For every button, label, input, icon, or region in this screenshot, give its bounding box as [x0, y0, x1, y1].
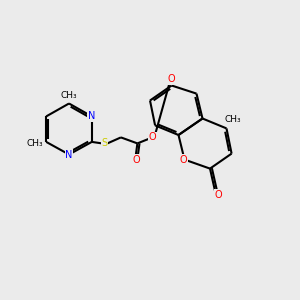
Text: O: O [214, 190, 222, 200]
Text: O: O [148, 132, 156, 142]
Text: CH₃: CH₃ [61, 91, 77, 100]
Text: CH₃: CH₃ [224, 116, 241, 124]
Text: CH₃: CH₃ [26, 139, 43, 148]
Text: O: O [168, 74, 176, 84]
Text: N: N [65, 149, 73, 160]
Text: S: S [101, 138, 107, 148]
Text: O: O [179, 154, 187, 165]
Text: O: O [133, 154, 141, 165]
Text: N: N [88, 111, 95, 122]
